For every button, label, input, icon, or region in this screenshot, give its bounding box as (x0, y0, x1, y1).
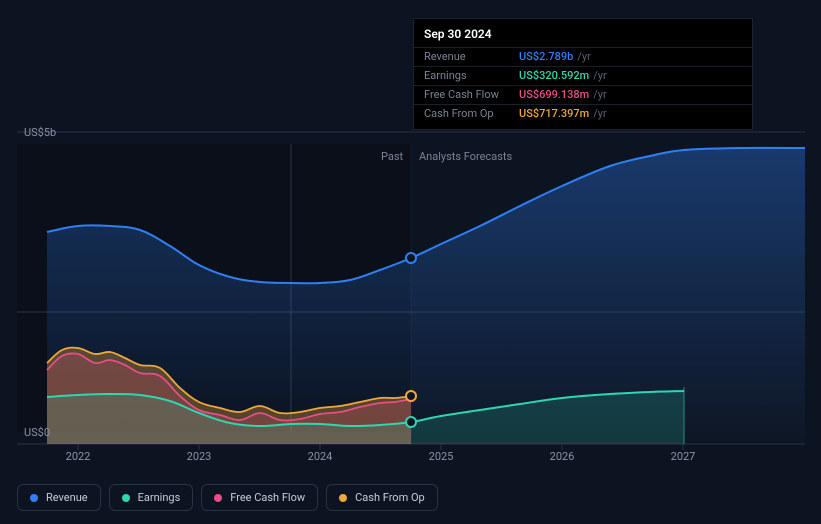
legend-dot-icon (30, 494, 38, 502)
x-axis-label: 2024 (308, 450, 333, 463)
tooltip-suffix: /yr (577, 49, 590, 65)
chart-tooltip: Sep 30 2024 RevenueUS$2.789b/yrEarningsU… (413, 18, 753, 130)
tooltip-row: RevenueUS$2.789b/yr (414, 47, 752, 66)
tooltip-value: US$717.397m (519, 106, 589, 122)
legend-label: Earnings (138, 491, 181, 504)
cashFromOp-marker (406, 391, 416, 401)
section-label-past: Past (381, 150, 403, 163)
x-axis-label: 2023 (187, 450, 212, 463)
legend-label: Cash From Op (355, 491, 425, 504)
x-axis-label: 2026 (550, 450, 575, 463)
legend-dot-icon (214, 494, 222, 502)
tooltip-suffix: /yr (593, 106, 606, 122)
legend-label: Free Cash Flow (230, 491, 305, 504)
tooltip-label: Cash From Op (424, 106, 519, 122)
legend-item-earnings[interactable]: Earnings (109, 484, 194, 511)
x-axis-label: 2025 (429, 450, 454, 463)
legend-dot-icon (122, 494, 130, 502)
tooltip-label: Free Cash Flow (424, 87, 519, 103)
tooltip-label: Earnings (424, 68, 519, 84)
legend-label: Revenue (46, 491, 88, 504)
x-axis-label: 2022 (66, 450, 91, 463)
section-label-forecast: Analysts Forecasts (419, 150, 512, 163)
earnings-marker (406, 417, 416, 427)
tooltip-value: US$2.789b (519, 49, 573, 65)
legend-dot-icon (339, 494, 347, 502)
x-axis-label: 2027 (671, 450, 696, 463)
tooltip-value: US$320.592m (519, 68, 589, 84)
y-axis-label: US$5b (24, 126, 56, 139)
tooltip-suffix: /yr (593, 68, 606, 84)
tooltip-suffix: /yr (593, 87, 606, 103)
tooltip-row: EarningsUS$320.592m/yr (414, 66, 752, 85)
legend-item-cash-from-op[interactable]: Cash From Op (326, 484, 438, 511)
tooltip-row: Free Cash FlowUS$699.138m/yr (414, 85, 752, 104)
y-axis-label: US$0 (24, 426, 50, 439)
legend-item-revenue[interactable]: Revenue (17, 484, 101, 511)
tooltip-row: Cash From OpUS$717.397m/yr (414, 104, 752, 123)
tooltip-label: Revenue (424, 49, 519, 65)
tooltip-date: Sep 30 2024 (414, 25, 752, 47)
tooltip-value: US$699.138m (519, 87, 589, 103)
chart-legend: Revenue Earnings Free Cash Flow Cash From O… (17, 484, 438, 511)
legend-item-free-cash-flow[interactable]: Free Cash Flow (201, 484, 318, 511)
revenue-marker (406, 253, 416, 263)
